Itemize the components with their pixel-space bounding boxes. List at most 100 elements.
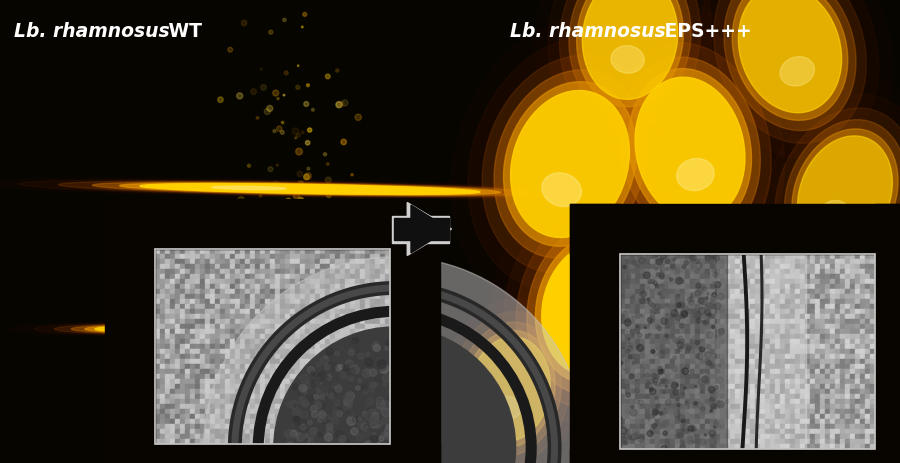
Bar <box>210 379 215 385</box>
Bar <box>725 379 731 385</box>
Bar <box>155 334 160 340</box>
Bar <box>735 379 741 385</box>
Bar <box>815 379 821 385</box>
Bar <box>200 434 205 439</box>
Bar <box>835 374 841 380</box>
Circle shape <box>679 337 683 341</box>
Bar <box>860 264 866 270</box>
Bar <box>855 384 860 390</box>
Bar <box>700 434 706 439</box>
Bar <box>690 394 696 400</box>
Bar <box>705 354 710 360</box>
Bar <box>825 334 831 340</box>
Bar <box>205 359 211 365</box>
Bar <box>855 344 860 350</box>
Circle shape <box>683 424 688 429</box>
Bar <box>160 269 166 275</box>
Circle shape <box>692 403 698 408</box>
Bar <box>250 324 256 330</box>
Bar <box>640 314 645 320</box>
Bar <box>690 300 696 305</box>
Bar <box>220 279 226 285</box>
Bar <box>200 269 205 275</box>
Bar <box>290 339 295 345</box>
Bar <box>365 334 371 340</box>
Bar <box>320 349 326 355</box>
Bar <box>340 399 346 405</box>
Circle shape <box>308 129 311 133</box>
Bar <box>820 264 825 270</box>
Bar <box>665 374 670 380</box>
Bar <box>190 429 195 435</box>
Circle shape <box>328 389 337 397</box>
Circle shape <box>667 268 670 271</box>
Bar <box>255 329 260 335</box>
Bar <box>860 324 866 330</box>
Circle shape <box>364 431 370 437</box>
Bar <box>190 309 195 315</box>
Bar <box>850 444 856 450</box>
Bar <box>835 269 841 275</box>
Bar <box>835 319 841 325</box>
Bar <box>160 359 166 365</box>
Bar <box>220 394 226 400</box>
Bar <box>695 339 700 345</box>
Bar <box>250 339 256 345</box>
Bar <box>260 414 265 419</box>
Circle shape <box>268 190 270 192</box>
Bar <box>250 300 256 305</box>
Circle shape <box>655 397 658 400</box>
Bar <box>740 414 745 419</box>
Bar <box>775 439 780 444</box>
Bar <box>305 409 310 414</box>
Bar <box>650 409 655 414</box>
Bar <box>180 389 185 394</box>
Bar <box>220 314 226 320</box>
Bar <box>820 359 825 365</box>
Bar <box>770 275 776 280</box>
Bar <box>730 434 735 439</box>
Circle shape <box>332 222 335 224</box>
Bar <box>810 304 815 310</box>
Circle shape <box>310 380 320 388</box>
Bar <box>620 259 625 265</box>
Bar <box>365 344 371 350</box>
Bar <box>330 269 336 275</box>
Bar <box>280 404 285 410</box>
Bar <box>360 250 365 255</box>
Bar <box>645 379 651 385</box>
Bar <box>865 259 870 265</box>
Bar <box>220 409 226 414</box>
Bar <box>320 374 326 380</box>
Bar <box>235 319 240 325</box>
Circle shape <box>697 353 703 360</box>
Circle shape <box>299 230 303 234</box>
Bar <box>160 434 166 439</box>
Bar <box>180 394 185 400</box>
Bar <box>755 414 760 419</box>
Bar <box>690 374 696 380</box>
Bar <box>715 279 721 285</box>
Bar <box>190 369 195 375</box>
Bar <box>270 379 275 385</box>
Circle shape <box>690 303 695 308</box>
Bar <box>760 379 766 385</box>
Bar <box>375 309 381 315</box>
Circle shape <box>694 402 698 405</box>
Bar <box>850 359 856 365</box>
Circle shape <box>706 291 709 295</box>
Bar <box>220 289 226 295</box>
Bar <box>800 344 806 350</box>
Bar <box>240 314 246 320</box>
Bar <box>240 374 246 380</box>
Bar <box>185 319 191 325</box>
Bar <box>385 419 391 425</box>
Bar <box>645 444 651 450</box>
Bar <box>630 439 635 444</box>
Bar <box>635 414 641 419</box>
Bar <box>795 354 800 360</box>
Bar <box>685 439 690 444</box>
Bar <box>790 284 796 290</box>
Bar <box>785 334 790 340</box>
Circle shape <box>655 288 659 292</box>
